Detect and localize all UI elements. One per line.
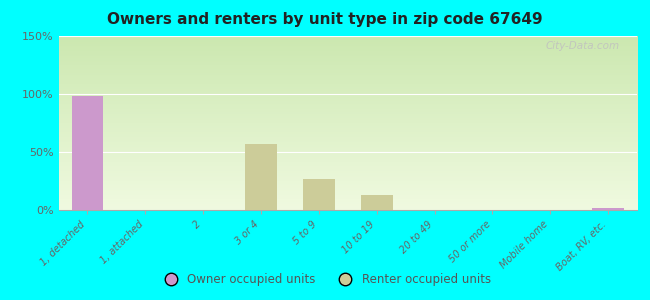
- Bar: [72, 96, 103, 210]
- Bar: [245, 144, 277, 210]
- Legend: Owner occupied units, Renter occupied units: Owner occupied units, Renter occupied un…: [154, 269, 496, 291]
- Text: Owners and renters by unit type in zip code 67649: Owners and renters by unit type in zip c…: [107, 12, 543, 27]
- Bar: [361, 195, 393, 210]
- Bar: [303, 179, 335, 210]
- Bar: [592, 208, 624, 210]
- Text: City-Data.com: City-Data.com: [545, 41, 619, 51]
